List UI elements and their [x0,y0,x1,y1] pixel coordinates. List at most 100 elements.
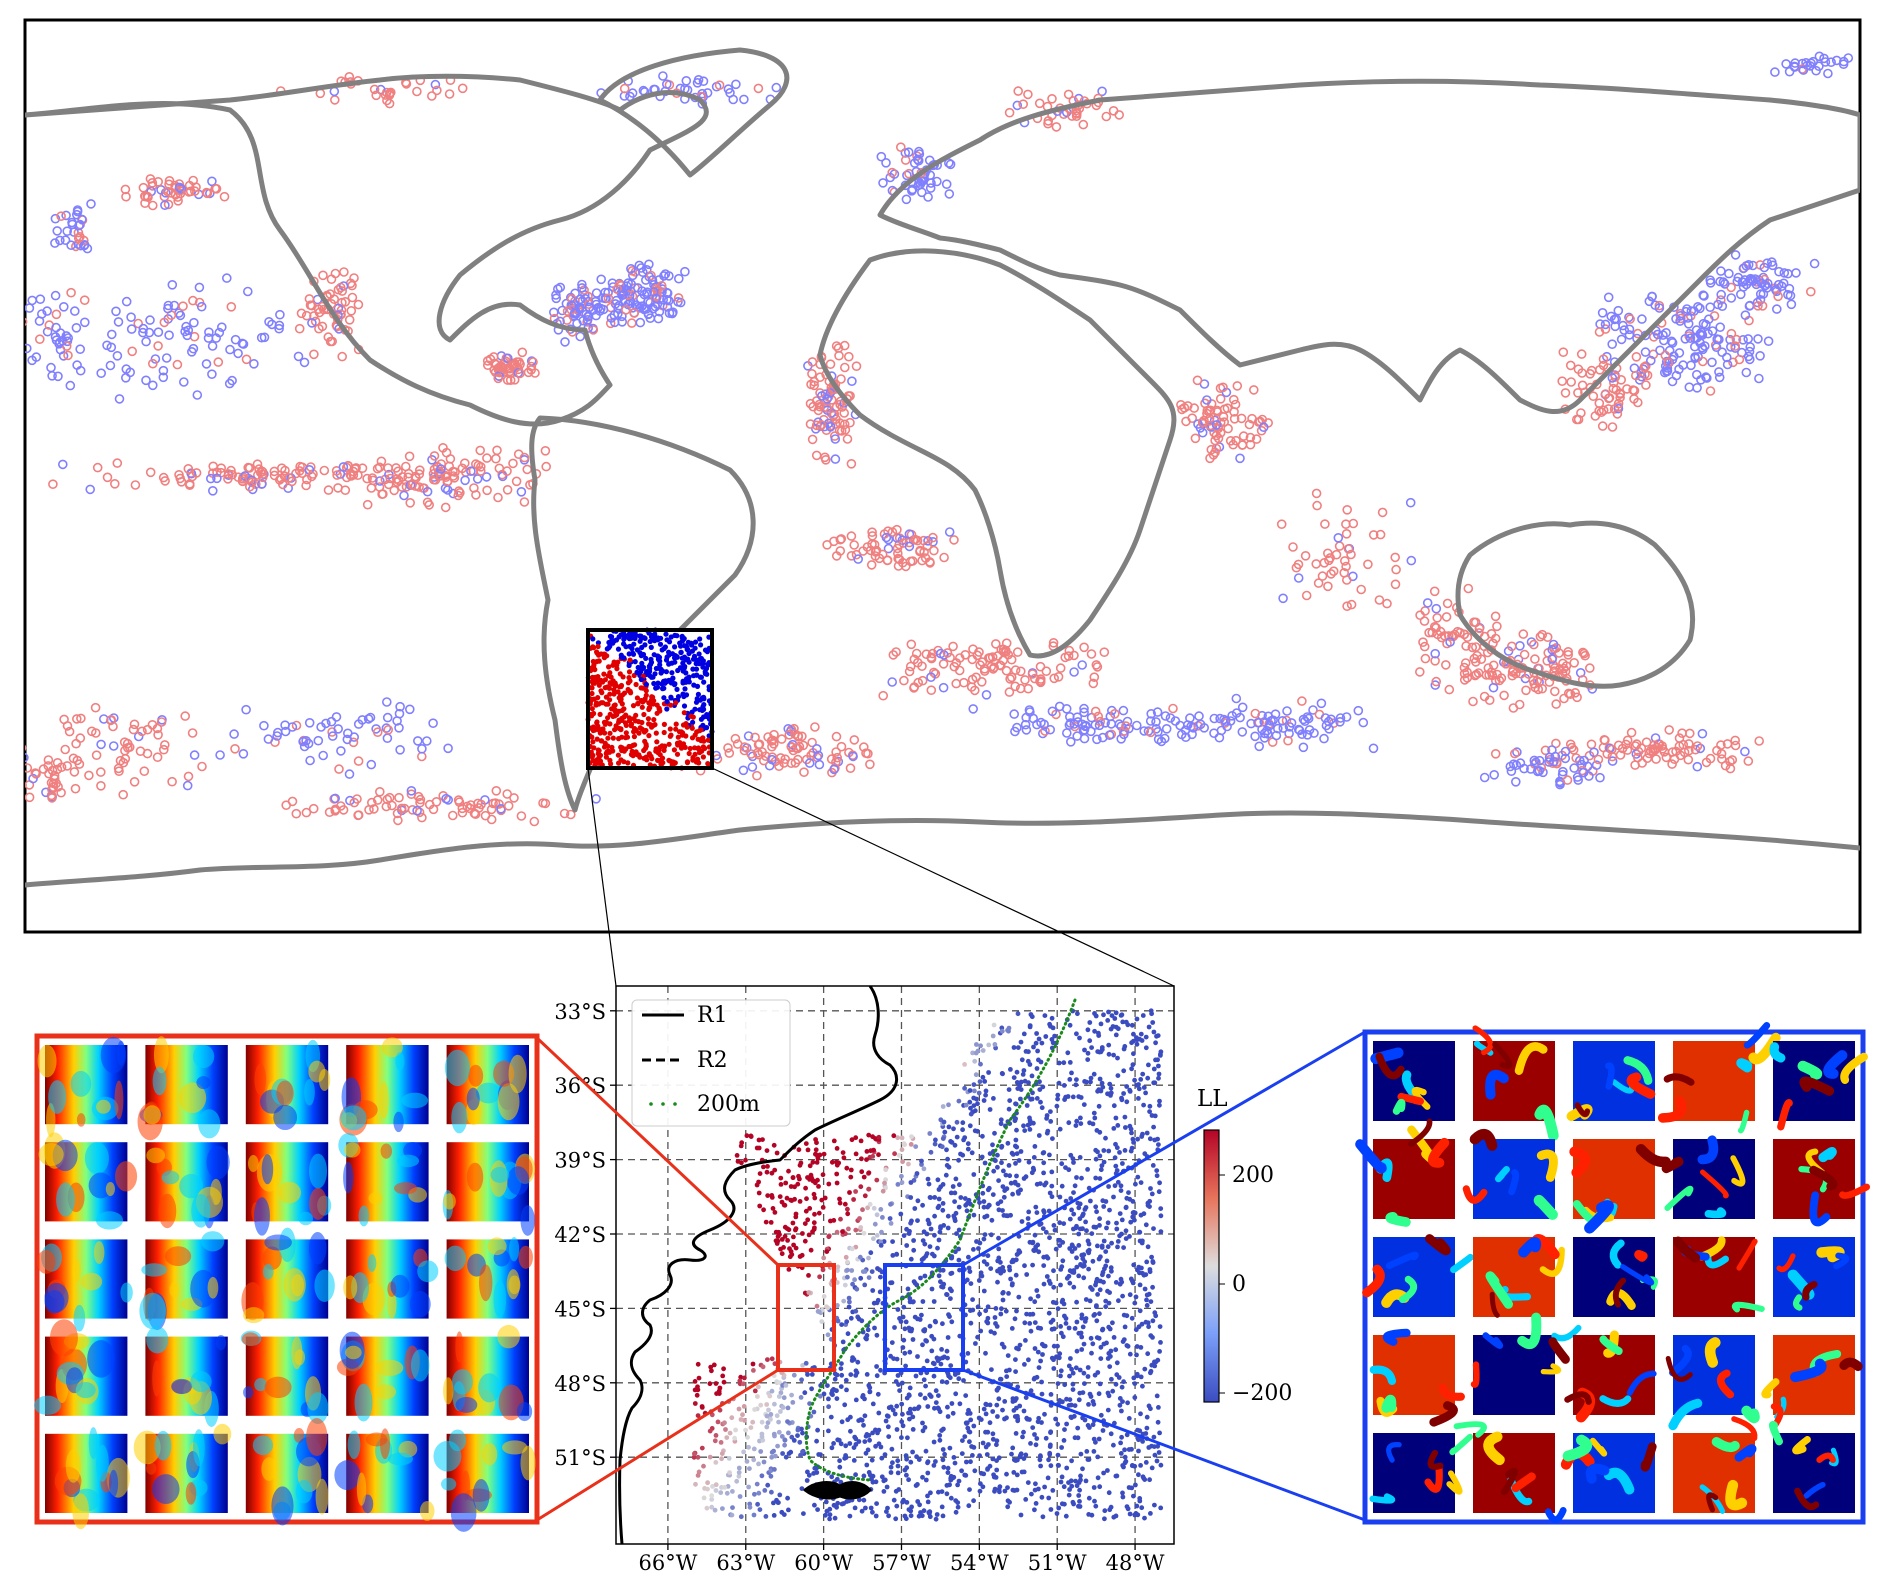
inset-point [1043,1034,1049,1039]
world-box-dot [615,689,621,695]
world-marker [307,318,317,328]
world-box-dot [653,730,659,736]
world-marker [519,452,530,463]
world-box-dot [684,759,691,765]
inset-point [1109,1240,1114,1246]
inset-point [800,1449,805,1455]
world-box-dot [676,729,683,735]
world-marker [1293,573,1304,583]
world-marker [192,390,203,400]
inset-point [1130,1062,1136,1068]
world-box-dot [696,760,702,766]
world-marker [771,82,782,93]
world-marker [1460,658,1471,668]
inset-point [940,1447,946,1452]
world-marker [903,147,914,157]
inset-point [955,1504,961,1510]
inset-point [864,1462,870,1468]
inset-point [759,1434,765,1440]
inset-point [789,1434,795,1440]
world-marker [617,316,628,327]
world-marker [1010,681,1021,692]
inset-point [948,1495,954,1501]
inset-point [984,1452,990,1457]
inset-point [1147,1477,1152,1483]
world-marker [213,357,224,367]
world-marker [1420,653,1431,664]
world-marker [845,417,855,428]
world-box-dot [690,666,696,672]
world-box-dot [596,682,602,688]
world-marker [1712,334,1722,344]
world-marker [190,186,200,196]
world-marker [58,301,69,312]
inset-point [900,1345,906,1350]
world-box-dot [687,745,693,752]
world-marker [1695,303,1705,314]
world-marker [323,485,334,495]
world-marker [1615,392,1625,403]
world-marker [1461,641,1471,651]
world-marker [1671,370,1682,381]
world-marker [48,479,58,490]
inset-point [839,1419,845,1425]
inset-point [810,1159,816,1165]
world-marker [135,746,146,757]
world-marker [309,349,319,360]
world-marker [206,473,216,484]
world-marker [951,678,962,689]
inset-point [1154,1173,1160,1179]
inset-point [1039,1379,1044,1385]
world-marker [216,463,226,474]
world-marker [38,764,49,774]
world-marker [1229,413,1240,424]
inset-point [1128,1276,1134,1282]
inset-point [1148,1186,1153,1191]
world-box-dot [590,739,596,745]
world-marker [275,309,285,320]
world-marker [159,317,170,328]
world-marker [238,748,249,759]
world-marker [1086,649,1097,659]
inset-point [815,1427,820,1433]
world-marker [1714,367,1724,377]
inset-point [1154,1393,1160,1399]
world-marker [378,489,388,499]
world-marker [79,240,90,250]
world-box-dot [682,643,688,649]
inset-point [934,1512,940,1517]
world-box-dot [623,722,629,729]
world-marker [113,763,124,774]
inset-point [761,1459,767,1465]
inset-point [1013,1369,1018,1374]
inset-point [1059,1183,1065,1189]
world-marker [1588,391,1599,402]
world-box-dot [689,735,696,741]
inset-point [1149,1254,1154,1260]
world-marker [509,793,519,803]
world-marker [204,327,214,338]
world-marker [1565,360,1576,371]
world-marker [52,757,63,768]
world-marker [1585,368,1595,379]
world-marker [928,532,938,543]
inset-point [981,1098,987,1103]
inset-point [769,1356,775,1362]
world-marker [863,748,873,759]
inset-point [1092,1498,1097,1504]
inset-point [822,1195,828,1201]
world-box-dot [623,735,629,741]
world-marker [50,213,61,224]
inset-point [871,1147,876,1153]
world-marker [753,83,764,94]
world-marker [1720,279,1730,289]
world-marker [1730,341,1740,351]
inset-point [826,1181,832,1187]
world-marker [1432,629,1443,640]
world-marker [148,358,158,369]
inset-point [1077,1487,1082,1493]
inset-point [1018,1096,1023,1102]
world-marker [1776,281,1787,292]
world-marker [334,764,344,774]
world-marker [659,271,669,281]
